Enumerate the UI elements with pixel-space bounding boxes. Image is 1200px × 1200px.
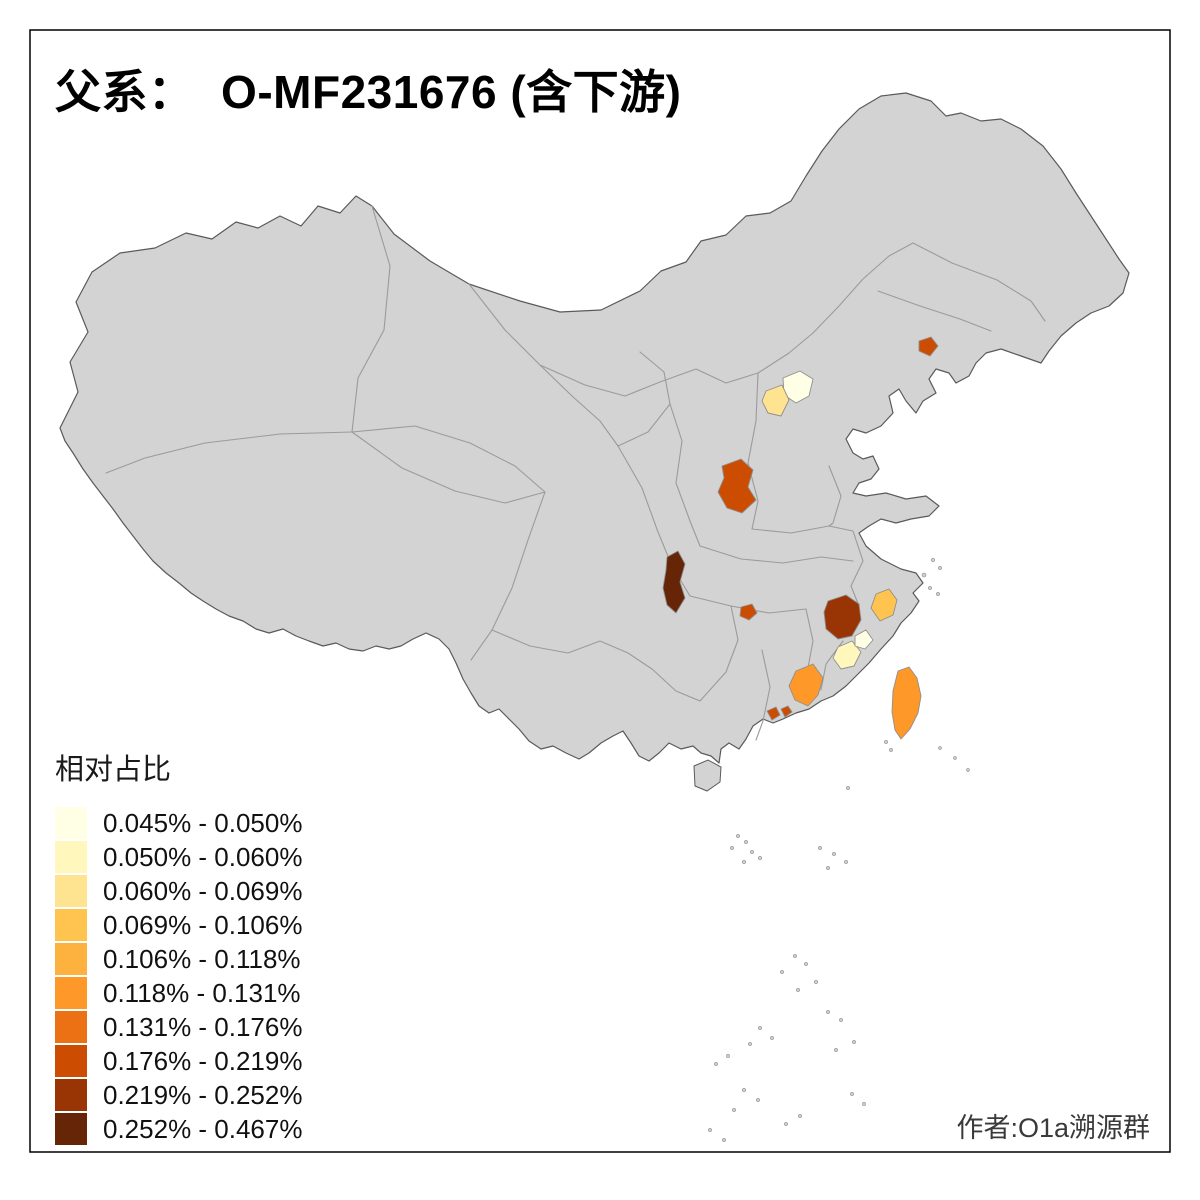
map-region-jiangxi-northwest [823, 594, 862, 640]
map-region-fujian-coastal-b [854, 629, 874, 650]
legend-swatch [55, 841, 87, 873]
map-region-hebei-central [761, 384, 790, 417]
sea-islands [708, 558, 970, 1142]
legend-row: 0.069% - 0.106% [55, 908, 302, 942]
legend-label: 0.252% - 0.467% [103, 1113, 303, 1144]
legend-label: 0.050% - 0.060% [103, 841, 303, 872]
map-region-guangdong-west-b [780, 705, 793, 718]
legend-row: 0.252% - 0.467% [55, 1112, 302, 1146]
legend-swatch [55, 807, 87, 839]
legend-swatch [55, 1113, 87, 1145]
legend-swatch [55, 909, 87, 941]
legend-title: 相对占比 [55, 754, 172, 786]
legend-label: 0.106% - 0.118% [103, 943, 301, 974]
hainan-island [693, 759, 722, 792]
legend-label: 0.219% - 0.252% [103, 1079, 303, 1110]
legend-label: 0.045% - 0.050% [103, 807, 303, 838]
legend-swatch [55, 1079, 87, 1111]
legend-label: 0.176% - 0.219% [103, 1045, 303, 1076]
legend-swatch [55, 1045, 87, 1077]
legend-row: 0.060% - 0.069% [55, 874, 302, 908]
map-region-zhejiang-coastal [870, 588, 898, 622]
legend: 相对占比 0.045% - 0.050% 0.050% - 0.060% 0.0… [55, 746, 302, 1146]
legend-swatch [55, 943, 87, 975]
map-region-hunan-north [739, 603, 758, 621]
legend-label: 0.118% - 0.131% [103, 977, 301, 1008]
map-region-taiwan [891, 666, 922, 740]
map-region-liaoning-coastal [918, 336, 939, 357]
legend-label: 0.131% - 0.176% [103, 1011, 303, 1042]
map-region-shanxi-south [717, 458, 757, 514]
map-region-chongqing-west [662, 550, 686, 614]
plot-frame [29, 29, 1171, 1153]
map-region-guangdong-west-a [766, 706, 781, 721]
legend-row: 0.219% - 0.252% [55, 1078, 302, 1112]
legend-row: 0.050% - 0.060% [55, 840, 302, 874]
map-title: 父系： O-MF231676 (含下游) [55, 66, 682, 118]
legend-row: 0.045% - 0.050% [55, 806, 302, 840]
map-region-guangdong-central [788, 663, 824, 707]
legend-row: 0.131% - 0.176% [55, 1010, 302, 1044]
highlighted-regions [662, 336, 939, 740]
legend-row: 0.176% - 0.219% [55, 1044, 302, 1078]
legend-label: 0.060% - 0.069% [103, 875, 303, 906]
legend-swatch [55, 977, 87, 1009]
map-region-fujian-coastal-a [832, 640, 862, 670]
legend-label: 0.069% - 0.106% [103, 909, 303, 940]
mainland-outline [59, 92, 1130, 764]
legend-row: 0.106% - 0.118% [55, 942, 302, 976]
legend-swatch [55, 1011, 87, 1043]
legend-row: 0.118% - 0.131% [55, 976, 302, 1010]
author-credit: 作者:O1a溯源群 [956, 1113, 1150, 1143]
legend-swatch [55, 875, 87, 907]
